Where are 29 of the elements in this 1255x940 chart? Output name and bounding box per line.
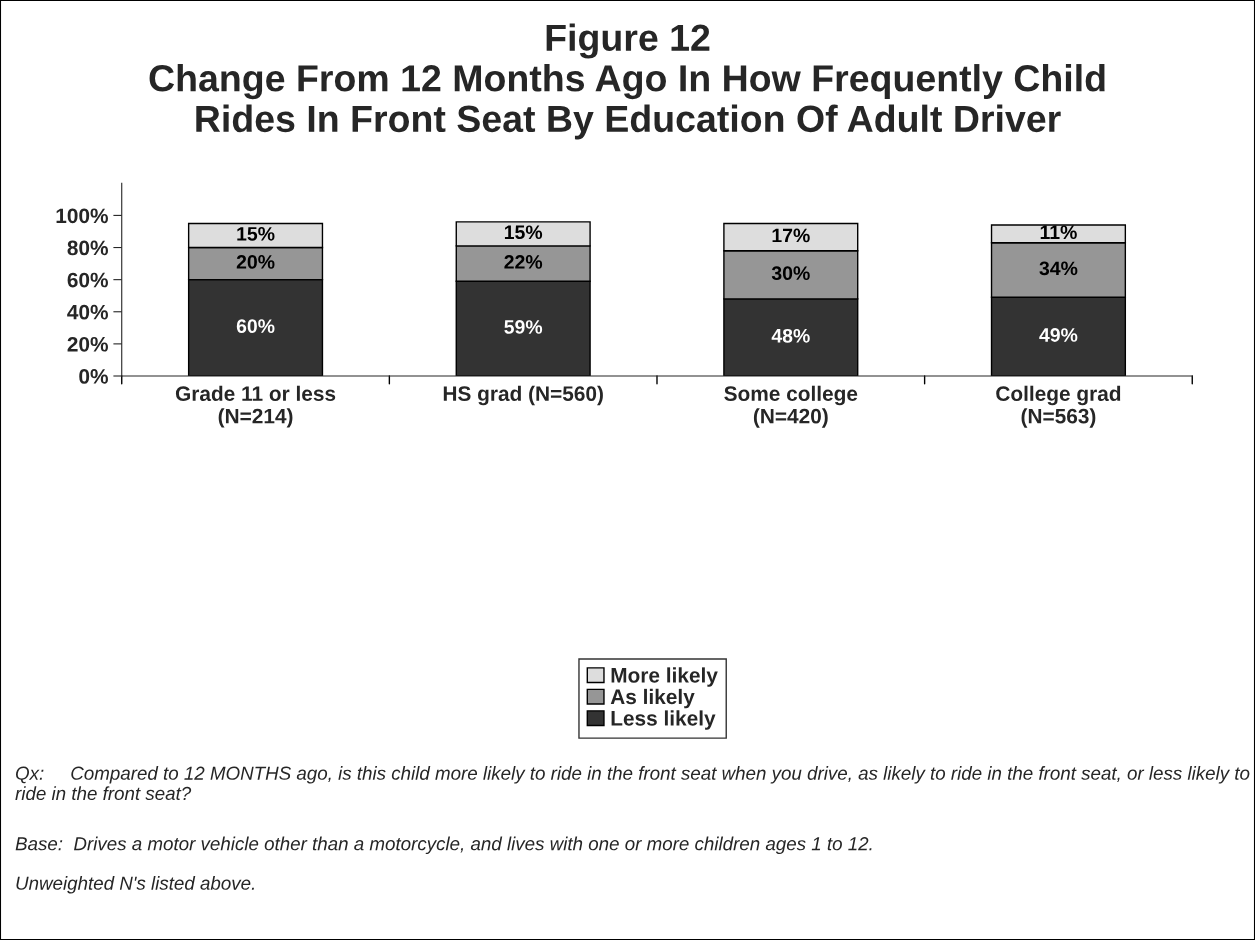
data-label: 34% xyxy=(1039,261,1078,276)
y-tick-label: 60% xyxy=(67,272,108,288)
data-label: 49% xyxy=(1039,328,1078,342)
x-tick-label: College grad (N=563) xyxy=(996,385,1121,428)
data-label: 30% xyxy=(771,266,810,281)
y-tick-label: 100% xyxy=(56,208,108,224)
y-tick-label: 20% xyxy=(67,336,108,352)
data-label: 17% xyxy=(772,228,810,243)
text: Qx: Compared to 12 MONTHS ago, is this child more likely to ride in the front seat when you drive, as likely to ride in the front seat, or less likely to ride in the front seat? xyxy=(15,766,1250,801)
legend-label: As likely xyxy=(610,688,695,709)
data-label: 20% xyxy=(236,255,275,269)
x-tick-label: HS grad (N=560) xyxy=(443,385,603,406)
text: Base: Drives a motor vehicle other than a motorcycle, and lives with one or more children ages 1 to 12. xyxy=(15,836,872,855)
data-label: 60% xyxy=(236,319,275,334)
legend-label: Less likely xyxy=(611,710,716,730)
y-tick-label: 0% xyxy=(79,369,108,384)
x-tick-label: Some college (N=420) xyxy=(724,385,858,428)
data-label: 59% xyxy=(504,320,543,334)
data-label: 48% xyxy=(771,328,810,343)
data-label: 15% xyxy=(237,226,275,241)
data-label: 22% xyxy=(504,255,543,269)
text: Unweighted N's listed above. xyxy=(16,876,254,894)
y-tick-label: 80% xyxy=(67,240,108,256)
data-label: 15% xyxy=(504,225,543,240)
y-tick-label: 40% xyxy=(67,304,108,320)
x-tick-label: Grade 11 or less (N=214) xyxy=(175,385,336,428)
chart-title: Figure 12 Change From 12 Months Ago In How Frequently Child Rides In Front Seat By Education Of Adult Driver xyxy=(149,23,1105,140)
data-label: 11% xyxy=(1040,225,1077,240)
legend-label: More likely xyxy=(611,667,718,687)
